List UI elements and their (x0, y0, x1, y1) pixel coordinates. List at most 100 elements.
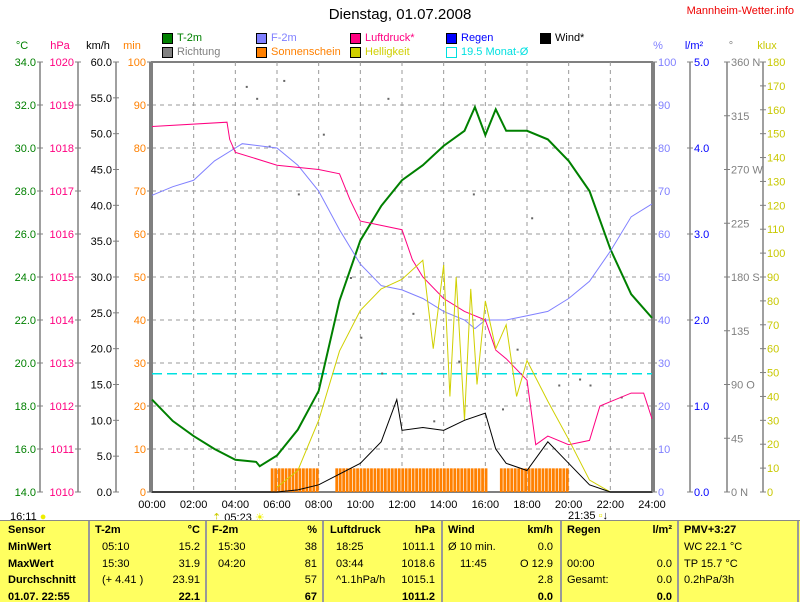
table-cell: 67 (305, 591, 317, 602)
table-cell: F-2m (212, 524, 238, 536)
axis-tick-label: 30.0 (15, 143, 36, 155)
sunshine-bar (370, 468, 373, 492)
legend-label: T-2m (177, 32, 202, 44)
sunshine-bar (387, 468, 390, 492)
axis-tick-label: 40 (658, 315, 670, 327)
x-tick-label: 14:00 (430, 499, 458, 511)
axis-tick-label: 180 S (731, 272, 760, 284)
table-cell: PMV+3:27 (684, 524, 736, 536)
sunshine-bar (481, 468, 484, 492)
axis-tick-label: 90 (134, 100, 146, 112)
table-cell: 0.2hPa/3h (684, 574, 734, 586)
axis-tick-label: 315 (731, 111, 749, 123)
x-tick-label: 00:00 (138, 499, 166, 511)
legend-swatch (256, 47, 267, 58)
sunshine-bar (471, 468, 474, 492)
axis-tick-label: 1011 (50, 444, 74, 456)
sunshine-bar (412, 468, 415, 492)
table-cell: 57 (305, 574, 317, 586)
axis-tick-label: 0 (767, 487, 773, 499)
table-cell: 81 (305, 558, 317, 570)
sunshine-bar (531, 468, 534, 492)
sunshine-bar (339, 468, 342, 492)
sunshine-bar (559, 468, 562, 492)
axis-tick-label: 0 (658, 487, 664, 499)
sunshine-bar (510, 468, 513, 492)
axis-tick-label: 60 (767, 344, 779, 356)
direction-point (360, 337, 362, 339)
sunshine-bar (401, 468, 404, 492)
table-cell: (+ 4.41 ) (102, 574, 143, 586)
sunshine-bar (292, 468, 295, 492)
axis-tick-label: 20.0 (15, 358, 36, 370)
legend-label: Regen (461, 32, 493, 44)
sunshine-bar (542, 468, 545, 492)
legend-item: T-2m (162, 32, 202, 44)
direction-point (350, 277, 352, 279)
legend-label: Sonnenschein (271, 46, 341, 58)
axis-tick-label: 2.0 (694, 315, 709, 327)
sunshine-bar (485, 468, 488, 492)
legend-item: 19.5 Monat-Ø (446, 46, 528, 58)
table-cell: 0.0 (657, 591, 672, 602)
direction-point (387, 98, 389, 100)
sunshine-bar (312, 468, 315, 492)
table-cell: MinWert (8, 541, 51, 553)
table-cell: 1011.1 (402, 541, 435, 553)
table-cell: km/h (527, 524, 553, 536)
sunshine-bar (278, 468, 281, 492)
direction-point (412, 313, 414, 315)
axis-tick-label: 80 (134, 143, 146, 155)
axis-tick-label: 120 (767, 200, 785, 212)
sunshine-bar (453, 468, 456, 492)
sunshine-bar (309, 468, 312, 492)
axis-tick-label: 60.0 (91, 57, 112, 69)
sunshine-bar (549, 468, 552, 492)
legend-label: F-2m (271, 32, 297, 44)
table-cell: 15.2 (179, 541, 200, 553)
axis-tick-label: 100 (128, 57, 146, 69)
axis-tick-label: 0.0 (694, 487, 709, 499)
axis-tick-label: 180 (767, 57, 785, 69)
legend-label: 19.5 Monat-Ø (461, 46, 528, 58)
axis-tick-label: 40.0 (91, 200, 112, 212)
table-cell: WC 22.1 °C (684, 541, 742, 553)
sunshine-bar (346, 468, 349, 492)
brand-link[interactable]: Mannheim-Wetter.info (687, 5, 794, 17)
table-cell: 18:25 (336, 541, 364, 553)
axis-tick-label: 80 (658, 143, 670, 155)
axis-tick-label: 16.0 (15, 444, 36, 456)
sunshine-bar (503, 468, 506, 492)
sunshine-bar (552, 468, 555, 492)
axis-tick-label: 10 (658, 444, 670, 456)
sunshine-bar (478, 468, 481, 492)
legend-item: Richtung (162, 46, 220, 58)
sunshine-bar (288, 468, 291, 492)
sunshine-bar (398, 468, 401, 492)
sunshine-bar (377, 468, 380, 492)
sunshine-bar (545, 468, 548, 492)
table-cell: 15:30 (102, 558, 130, 570)
axis-tick-label: 100 (658, 57, 676, 69)
table-divider (677, 521, 679, 602)
table-cell: °C (188, 524, 200, 536)
x-tick-label: 06:00 (263, 499, 291, 511)
legend-label: Luftdruck* (365, 32, 415, 44)
axis-tick-label: 1016 (50, 229, 74, 241)
axis-tick-label: 30 (767, 415, 779, 427)
legend-label: Helligkeit (365, 46, 410, 58)
axis-tick-label: 1019 (50, 100, 74, 112)
legend-swatch (446, 33, 457, 44)
table-cell: Gesamt: (567, 574, 609, 586)
sunshine-bar (374, 468, 377, 492)
sunshine-bar (363, 468, 366, 492)
sunshine-bar (555, 468, 558, 492)
axis-tick-label: 20.0 (91, 344, 112, 356)
sunshine-bar (367, 468, 370, 492)
table-divider (560, 521, 562, 602)
sunshine-bar (394, 468, 397, 492)
axis-tick-label: 1018 (50, 143, 74, 155)
direction-point (458, 361, 460, 363)
x-tick-label: 02:00 (180, 499, 208, 511)
table-cell: Durchschnitt (8, 574, 76, 586)
